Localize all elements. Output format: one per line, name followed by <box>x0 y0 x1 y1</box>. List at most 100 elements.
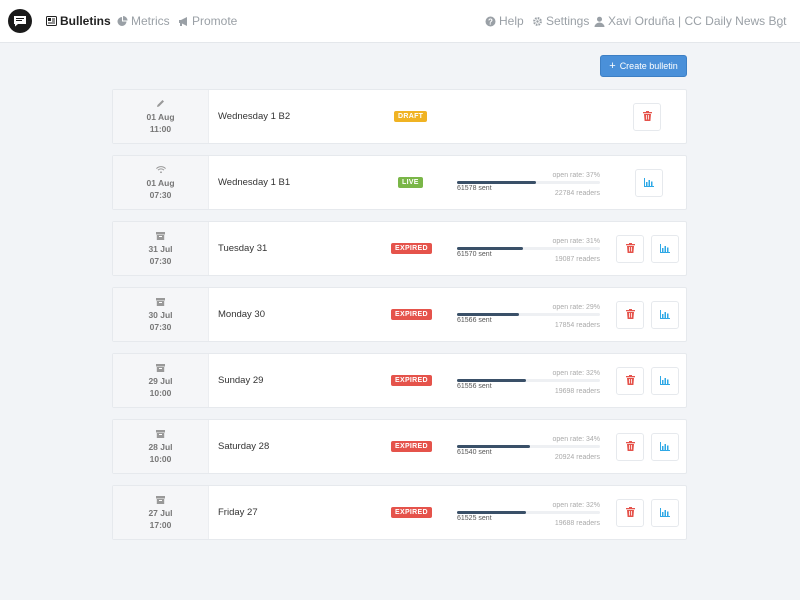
bulletin-row[interactable]: 01 Aug 07:30 Wednesday 1 B1 LIVE open rate: … <box>112 155 687 210</box>
sent-progress-track <box>457 247 600 250</box>
bulletin-stats: open rate: 37% 61578 sent 22784 readers <box>457 170 600 198</box>
bulletin-time: 17:00 <box>149 519 172 530</box>
bar-chart-icon <box>660 372 670 390</box>
bulletin-row[interactable]: 28 Jul 10:00 Saturday 28 EXPIRED open rate: … <box>112 419 687 474</box>
stats-button[interactable] <box>651 301 679 329</box>
stats-button[interactable] <box>651 499 679 527</box>
delete-button[interactable] <box>633 103 661 131</box>
readers-count: 20924 readers <box>554 454 600 461</box>
bar-chart-icon <box>660 240 670 258</box>
bulletin-date-box: 27 Jul 17:00 <box>113 486 209 539</box>
trash-icon <box>625 438 635 456</box>
sent-progress-fill <box>457 181 537 184</box>
bulletin-row[interactable]: 01 Aug 11:00 Wednesday 1 B2 DRAFT <box>112 89 687 144</box>
bulletin-date-box: 28 Jul 10:00 <box>113 420 209 473</box>
bulletin-stats: open rate: 29% 61566 sent 17854 readers <box>457 302 600 330</box>
readers-count: 19688 readers <box>554 520 600 527</box>
bulletin-title[interactable]: Saturday 28 <box>218 441 270 452</box>
bar-chart-icon <box>660 438 670 456</box>
status-badge: LIVE <box>398 177 423 188</box>
delete-button[interactable] <box>616 433 644 461</box>
bulletin-stats: open rate: 34% 61540 sent 20924 readers <box>457 434 600 462</box>
bulletin-date: 29 Jul <box>148 375 173 386</box>
nav-bulletins[interactable]: Bulletins <box>46 13 111 29</box>
nav-label: Metrics <box>131 14 170 28</box>
gear-icon <box>532 16 543 27</box>
megaphone-icon <box>178 16 189 27</box>
sent-progress-fill <box>457 247 524 250</box>
sent-progress-track <box>457 313 600 316</box>
stats-button[interactable] <box>635 169 663 197</box>
bulletin-title[interactable]: Monday 30 <box>218 309 266 320</box>
sent-progress-track <box>457 379 600 382</box>
readers-count: 19698 readers <box>554 388 600 395</box>
bulletin-row[interactable]: 31 Jul 07:30 Tuesday 31 EXPIRED open rate: 3… <box>112 221 687 276</box>
plus-icon: + <box>609 59 616 72</box>
bulletin-date: 31 Jul <box>148 243 173 254</box>
sent-count: 61570 sent <box>457 251 492 258</box>
chevron-down-icon[interactable] <box>776 16 784 29</box>
bulletin-time: 07:30 <box>149 255 172 266</box>
nav-label: Bulletins <box>60 14 111 28</box>
stats-button[interactable] <box>651 433 679 461</box>
bulletin-title[interactable]: Friday 27 <box>218 507 258 518</box>
question-circle-icon: ? <box>485 16 496 27</box>
bulletin-row[interactable]: 27 Jul 17:00 Friday 27 EXPIRED open rate: 32… <box>112 485 687 540</box>
delete-button[interactable] <box>616 301 644 329</box>
delete-button[interactable] <box>616 235 644 263</box>
status-badge: DRAFT <box>394 111 428 122</box>
nav-metrics[interactable]: Metrics <box>117 13 170 29</box>
bulletin-date: 30 Jul <box>148 309 173 320</box>
bulletin-date: 27 Jul <box>148 507 173 518</box>
nav-label: Settings <box>546 14 590 28</box>
sent-count: 61566 sent <box>457 317 492 324</box>
archive-icon <box>156 297 166 307</box>
nav-promote[interactable]: Promote <box>178 13 237 29</box>
sent-progress-fill <box>457 379 526 382</box>
bulletin-date-box: 29 Jul 10:00 <box>113 354 209 407</box>
status-badge: EXPIRED <box>391 243 432 254</box>
trash-icon <box>642 108 652 126</box>
trash-icon <box>625 306 635 324</box>
delete-button[interactable] <box>616 499 644 527</box>
archive-icon <box>156 495 166 505</box>
bulletin-date: 01 Aug <box>146 177 175 188</box>
readers-count: 17854 readers <box>554 322 600 329</box>
bulletin-title[interactable]: Sunday 29 <box>218 375 264 386</box>
readers-count: 22784 readers <box>554 190 600 197</box>
open-rate: open rate: 37% <box>552 172 600 179</box>
bulletin-row[interactable]: 29 Jul 10:00 Sunday 29 EXPIRED open rate: 32… <box>112 353 687 408</box>
chat-bubble-logo[interactable] <box>8 9 32 33</box>
nav-label: Help <box>499 14 524 28</box>
bulletin-date-box: 01 Aug 07:30 <box>113 156 209 209</box>
sent-count: 61556 sent <box>457 383 492 390</box>
delete-button[interactable] <box>616 367 644 395</box>
status-badge: EXPIRED <box>391 309 432 320</box>
sent-progress-fill <box>457 511 526 514</box>
bulletin-time: 11:00 <box>149 123 172 134</box>
bulletin-row[interactable]: 30 Jul 07:30 Monday 30 EXPIRED open rate: 29… <box>112 287 687 342</box>
nav-label: Xavi Orduña | CC Daily News Bot <box>608 14 787 28</box>
create-bulletin-button[interactable]: + Create bulletin <box>600 55 687 77</box>
user-icon <box>594 16 605 27</box>
nav-user[interactable]: Xavi Orduña | CC Daily News Bot <box>594 13 787 29</box>
sent-count: 61525 sent <box>457 515 492 522</box>
trash-icon <box>625 372 635 390</box>
pencil-icon <box>156 99 166 109</box>
open-rate: open rate: 34% <box>552 436 600 443</box>
bulletin-title[interactable]: Tuesday 31 <box>218 243 268 254</box>
nav-help[interactable]: ? Help <box>485 13 524 29</box>
archive-icon <box>156 231 166 241</box>
archive-icon <box>156 363 166 373</box>
sent-progress-track <box>457 511 600 514</box>
bulletin-title[interactable]: Wednesday 1 B2 <box>218 111 291 122</box>
stats-button[interactable] <box>651 367 679 395</box>
nav-label: Promote <box>192 14 238 28</box>
bulletin-time: 07:30 <box>149 321 172 332</box>
stats-button[interactable] <box>651 235 679 263</box>
nav-settings[interactable]: Settings <box>532 13 589 29</box>
bulletin-date-box: 31 Jul 07:30 <box>113 222 209 275</box>
sent-count: 61540 sent <box>457 449 492 456</box>
bulletin-title[interactable]: Wednesday 1 B1 <box>218 177 291 188</box>
bulletin-time: 10:00 <box>149 453 172 464</box>
